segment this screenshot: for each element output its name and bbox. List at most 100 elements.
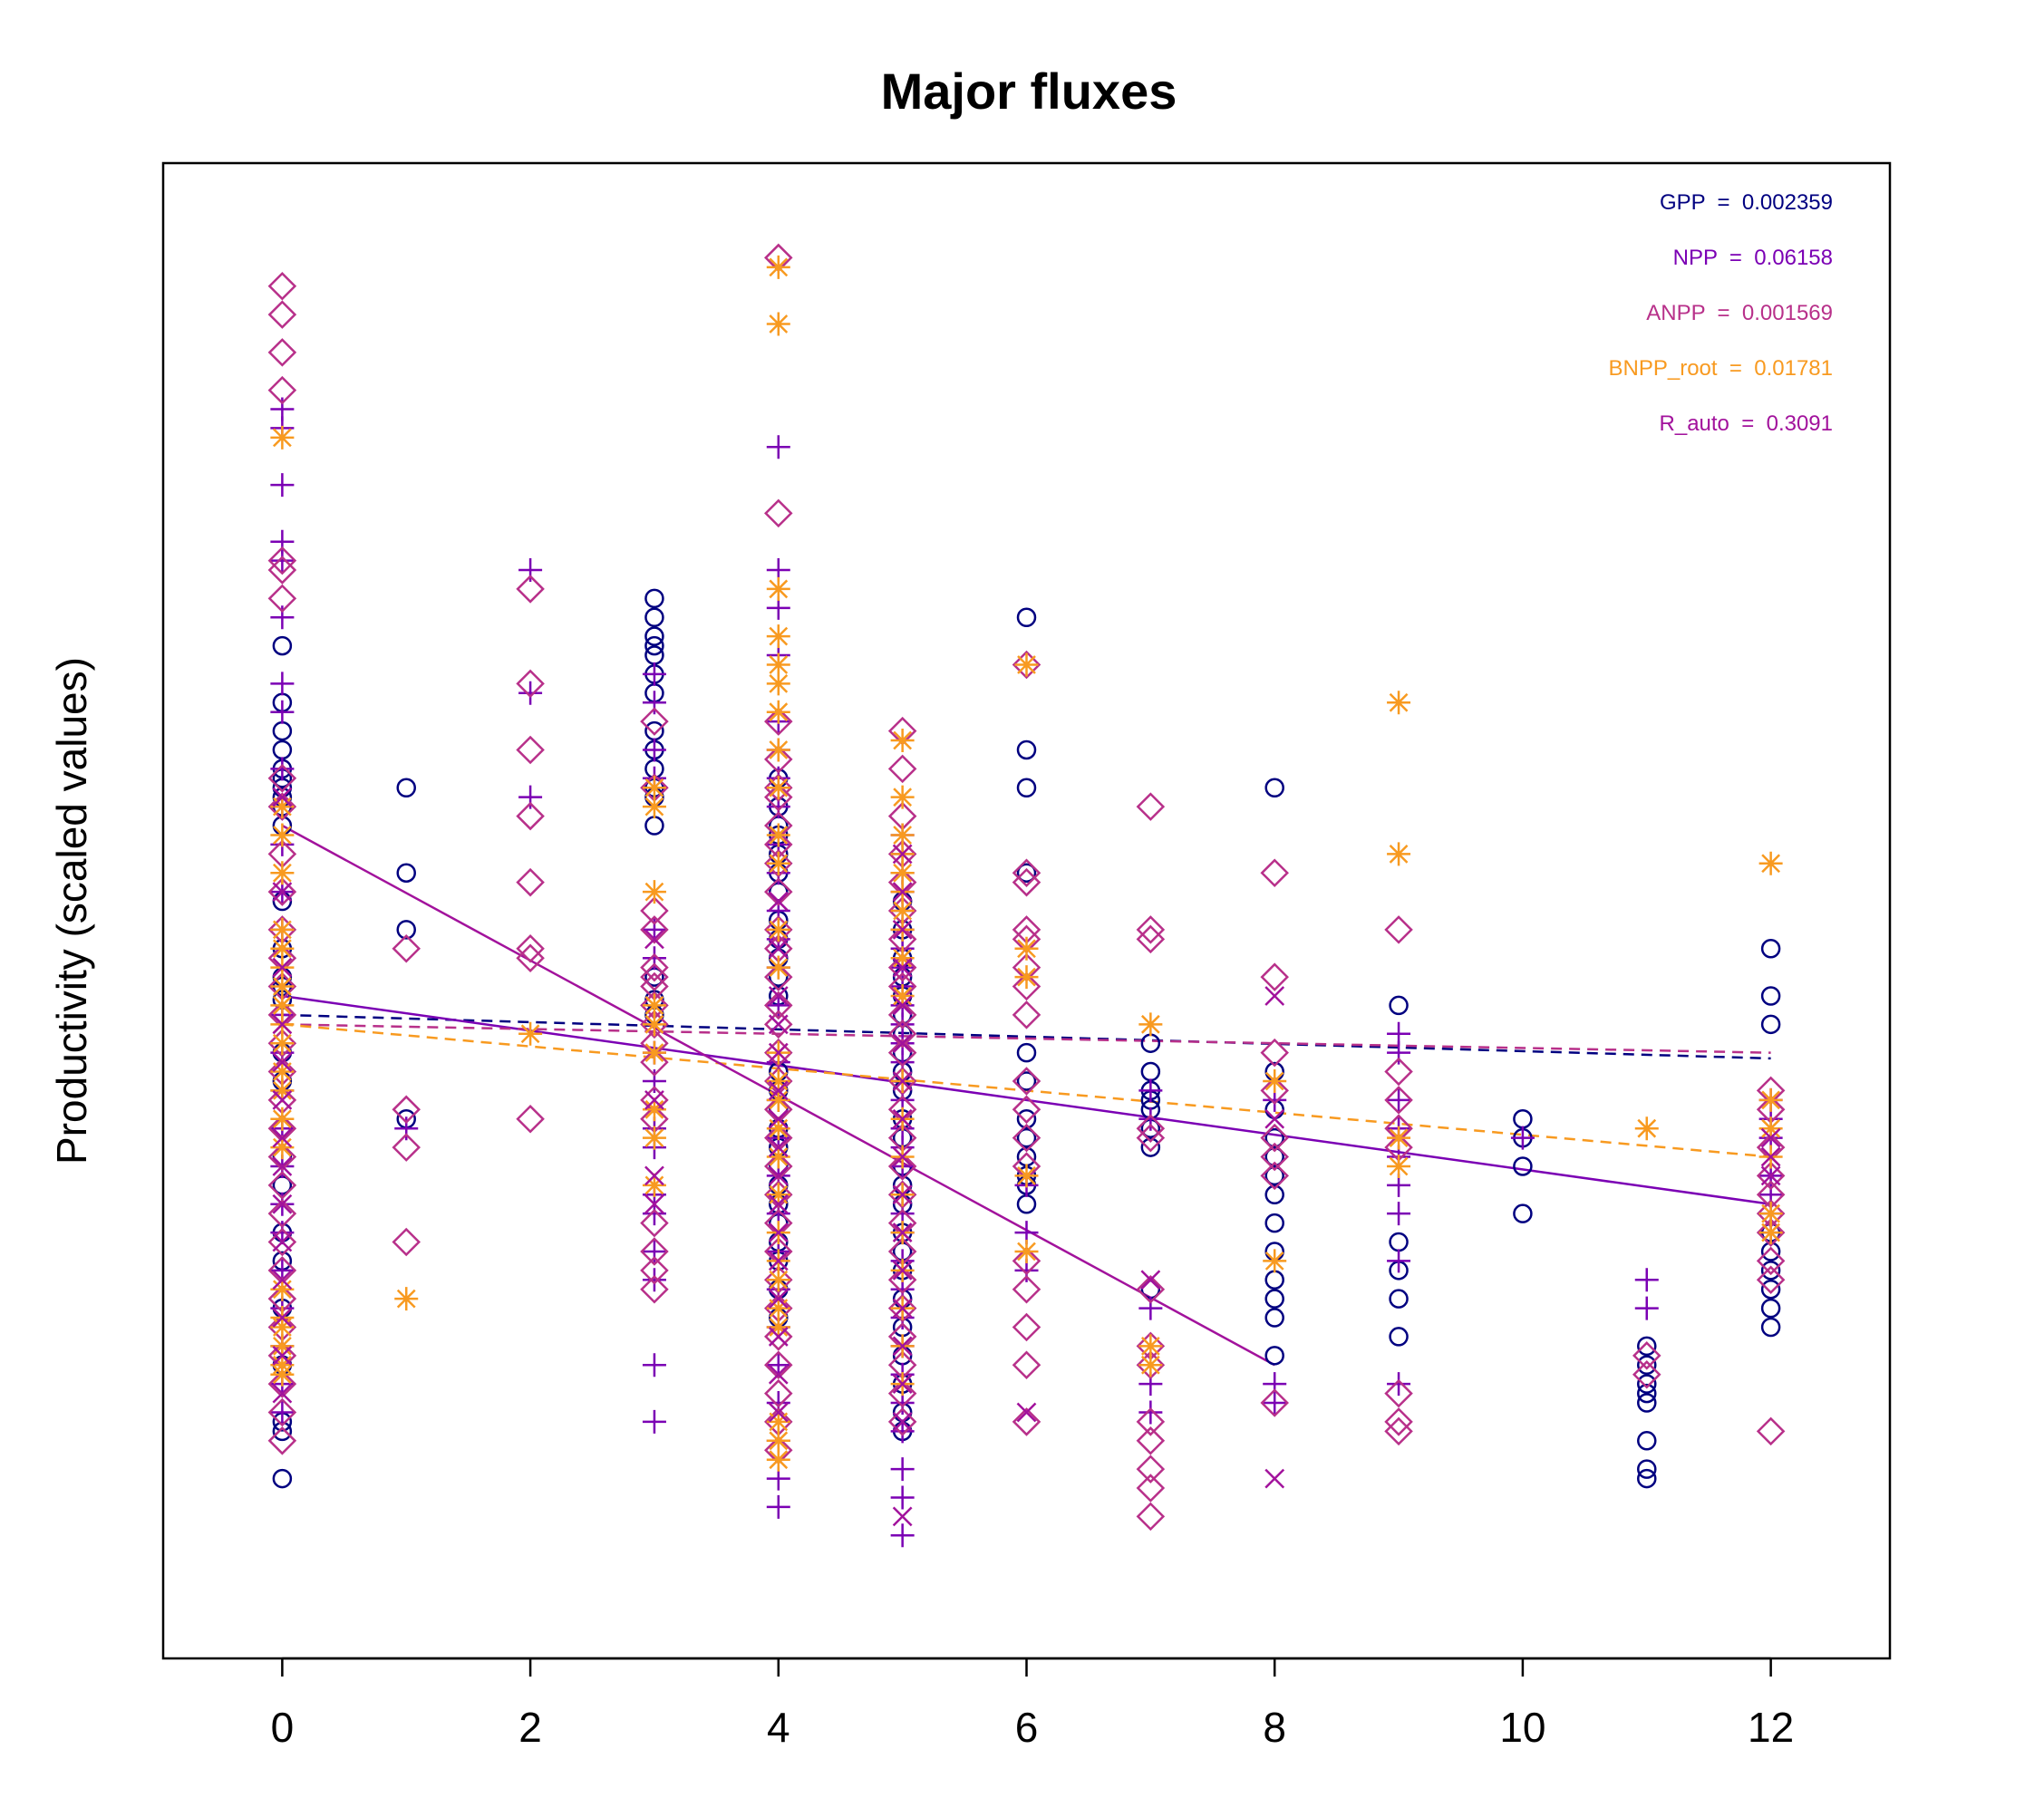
data-point	[270, 861, 295, 885]
data-point	[1260, 1142, 1289, 1172]
series-bnpp-root	[270, 255, 1783, 1472]
data-point	[272, 882, 293, 902]
data-point	[1012, 1350, 1041, 1380]
data-point	[892, 1298, 913, 1319]
data-point	[887, 1067, 917, 1096]
data-point	[1264, 1346, 1284, 1366]
data-point	[1756, 1161, 1786, 1191]
data-point	[1637, 1468, 1657, 1489]
data-point	[1014, 965, 1039, 990]
data-point	[516, 934, 545, 963]
data-point	[892, 995, 913, 1016]
data-point	[1136, 924, 1166, 954]
data-point	[270, 1059, 295, 1084]
data-point	[644, 1165, 664, 1186]
trend-line-anpp	[282, 1023, 1771, 1054]
data-point	[1016, 1071, 1037, 1091]
data-point	[267, 546, 297, 575]
data-point	[887, 1407, 917, 1436]
data-point	[392, 1227, 421, 1257]
data-point	[1758, 1087, 1783, 1112]
data-point	[642, 1097, 666, 1122]
data-point	[267, 764, 297, 793]
data-point	[270, 1277, 295, 1301]
data-point	[1136, 1114, 1166, 1143]
data-point	[1384, 1378, 1413, 1408]
x-tick-label: 0	[271, 1704, 295, 1751]
data-point	[642, 993, 666, 1018]
data-point	[1138, 1353, 1163, 1377]
data-point	[890, 729, 915, 753]
data-point	[392, 934, 421, 963]
data-point	[644, 929, 664, 950]
data-point	[892, 1184, 913, 1205]
data-point	[1632, 1359, 1661, 1389]
data-point	[768, 1042, 789, 1063]
data-point	[1760, 1014, 1781, 1035]
data-point	[1138, 1334, 1163, 1358]
data-point	[642, 1012, 666, 1037]
data-point	[1756, 1218, 1786, 1247]
data-point	[642, 1239, 666, 1263]
data-point	[1012, 867, 1041, 897]
data-point	[1387, 1372, 1411, 1397]
data-point	[890, 1419, 915, 1444]
legend-annotations: GPP = 0.002359 NPP = 0.06158 ANPP = 0.0015…	[1609, 190, 1834, 436]
data-point	[1016, 863, 1037, 883]
data-point	[1384, 1407, 1413, 1436]
data-point	[1140, 1270, 1161, 1290]
data-point	[267, 1227, 297, 1257]
data-point	[516, 669, 545, 699]
data-point	[640, 1010, 669, 1039]
data-point	[1387, 1154, 1411, 1178]
x-axis: 0 2 4 6 8 10 12	[271, 1657, 1794, 1751]
data-point	[887, 1019, 917, 1049]
data-point	[1012, 971, 1041, 1001]
data-point	[1012, 1274, 1041, 1304]
data-point	[890, 861, 915, 885]
data-point	[1387, 1126, 1411, 1150]
data-point	[1136, 1474, 1166, 1503]
data-point	[890, 1485, 915, 1510]
data-point	[1012, 1312, 1041, 1342]
data-point	[766, 955, 790, 980]
data-point	[1760, 1261, 1781, 1281]
data-point	[766, 1145, 790, 1169]
data-point	[766, 851, 790, 875]
data-point	[766, 917, 790, 942]
data-point	[642, 1040, 666, 1065]
data-point	[887, 1293, 917, 1323]
data-point	[1389, 1327, 1409, 1347]
x-tick-label: 2	[518, 1704, 542, 1751]
data-point	[892, 1506, 913, 1527]
data-point	[1760, 1146, 1781, 1167]
chart-title: Major fluxes	[881, 63, 1177, 120]
data-point	[1012, 858, 1041, 887]
data-point	[270, 917, 295, 942]
x-tick-label: 8	[1263, 1704, 1286, 1751]
data-point	[642, 880, 666, 904]
data-point	[270, 700, 295, 724]
data-point	[1756, 1246, 1786, 1276]
data-point	[272, 1194, 293, 1214]
data-point	[396, 920, 416, 940]
data-point	[644, 1194, 664, 1214]
data-point	[518, 558, 543, 583]
data-point	[1264, 1165, 1284, 1186]
data-point	[642, 946, 666, 971]
data-point	[272, 1127, 293, 1148]
data-point	[766, 1494, 790, 1519]
data-point	[270, 1221, 295, 1245]
data-point	[1758, 1221, 1783, 1245]
data-point	[1389, 995, 1409, 1016]
data-point	[764, 915, 793, 944]
data-point	[764, 1265, 793, 1295]
data-point	[267, 300, 297, 329]
data-point	[1637, 1355, 1657, 1376]
data-point	[642, 691, 666, 715]
data-point	[766, 1087, 790, 1112]
data-point	[642, 776, 666, 800]
data-point	[644, 1089, 664, 1110]
data-point	[644, 626, 664, 646]
